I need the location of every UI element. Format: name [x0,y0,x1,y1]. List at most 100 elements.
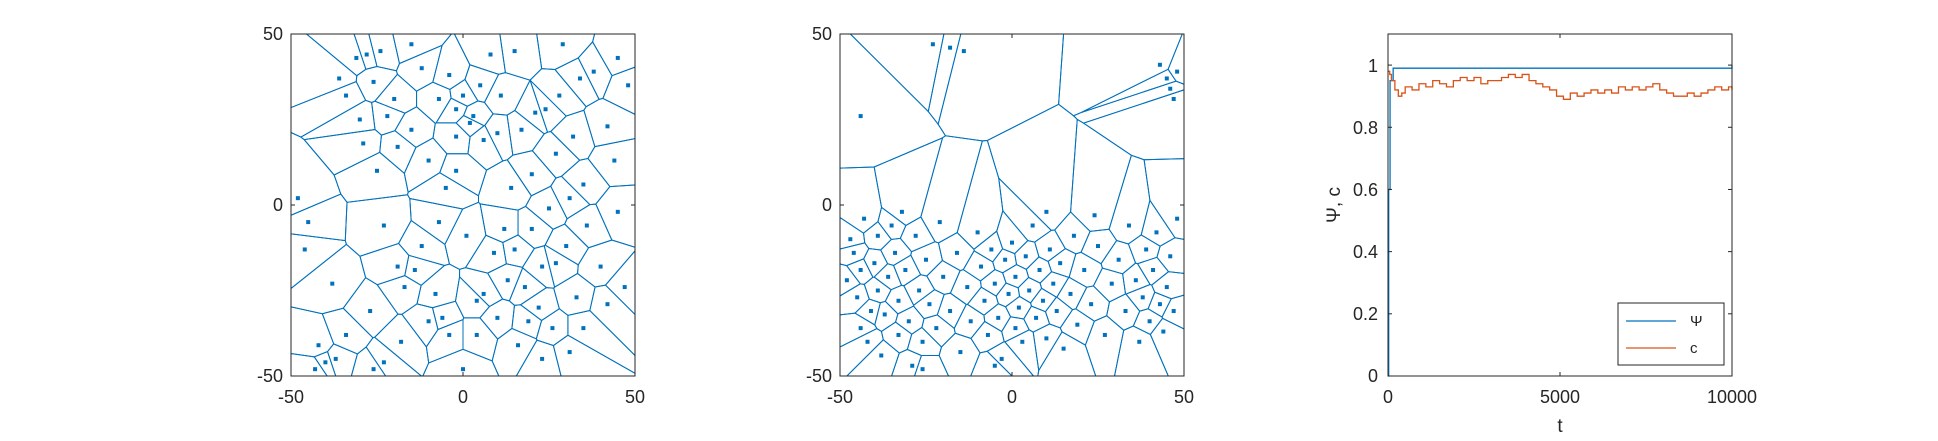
line-chart-right: 0 5000 10000 0 0.2 0.4 0.6 0.8 1 t Ψ, c … [1324,33,1757,437]
data-point [509,185,514,190]
data-point [1068,291,1073,296]
data-point [577,76,582,81]
data-point [498,93,503,98]
data-point [378,49,383,54]
data-point [571,134,576,139]
data-point [1133,278,1138,283]
data-point [934,326,939,331]
data-point [992,363,997,368]
data-point [495,131,500,136]
data-point [968,319,973,324]
data-point [529,226,534,231]
data-point [330,281,335,286]
data-point [540,264,545,269]
data-point [581,326,586,331]
data-point [454,107,459,112]
data-points-middle [844,42,1180,372]
data-point [893,250,898,255]
data-point [1071,233,1076,238]
data-point [920,367,925,372]
data-point [337,76,342,81]
data-point [426,158,431,163]
data-point [1171,96,1176,101]
data-point [965,285,970,290]
data-point [1075,322,1080,327]
data-point [306,220,311,225]
data-point [519,127,524,132]
x-tick-label: 10000 [1707,387,1757,407]
data-point [1123,309,1128,314]
data-point [491,250,496,255]
data-point [529,172,534,177]
data-point [481,291,486,296]
y-tick-label: 1 [1368,56,1378,76]
data-point [903,267,908,272]
voronoi-cell [477,159,532,211]
data-point [979,264,984,269]
data-point [440,315,445,320]
voronoi-chart-left: -50 0 50 -50 0 50 [257,24,645,407]
data-point [584,223,589,228]
data-point [295,196,300,201]
data-point [958,350,963,355]
x-tick-label: 50 [1174,387,1194,407]
y-tick-label: 0.8 [1353,118,1378,138]
data-point [1010,240,1014,245]
data-point [557,93,562,98]
voronoi-cell [373,313,430,377]
data-point [865,339,870,344]
data-point [1044,209,1049,214]
data-point [1151,267,1156,272]
data-point [1044,336,1049,341]
data-point [1116,257,1121,262]
data-point [1175,216,1180,221]
data-point [1023,254,1028,259]
voronoi-cell [409,197,464,246]
y-tick-label: 50 [263,24,283,44]
data-point [948,309,953,314]
data-point [553,261,558,266]
series-line-psi [1388,65,1733,377]
data-point [1164,285,1169,290]
data-point [989,247,994,252]
data-point [1109,281,1114,286]
data-point [612,158,617,163]
data-point [540,356,545,361]
data-point [626,83,631,88]
data-point [371,79,376,84]
data-point [1016,305,1021,310]
data-point [574,295,579,300]
data-point [896,332,901,337]
data-point [316,343,321,348]
legend: Ψ c [1617,302,1725,366]
series-line-c [1388,70,1733,100]
data-point [948,45,953,50]
data-point [512,49,517,54]
data-point [364,52,369,57]
data-point [924,257,928,262]
data-point [992,281,997,286]
data-point [858,114,863,119]
data-point [488,52,493,57]
data-point [1030,223,1035,228]
data-point [464,233,469,238]
data-point [1037,267,1042,272]
y-tick-label: 50 [812,24,832,44]
data-point [495,315,500,320]
data-point [1027,288,1032,293]
data-point [402,285,407,290]
data-point [1102,332,1107,337]
y-tick-label: 0 [1368,366,1378,386]
data-point [381,223,386,228]
x-tick-label: 5000 [1540,387,1580,407]
data-point [392,96,397,101]
data-point [1013,326,1018,331]
data-point [399,339,404,344]
data-point [361,141,366,146]
data-point [605,124,610,129]
data-point [1140,295,1145,300]
data-point [927,302,932,307]
data-point [1054,309,1059,314]
data-point [357,117,362,122]
